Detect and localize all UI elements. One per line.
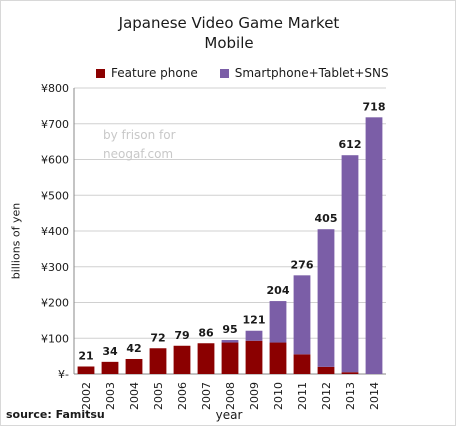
data-label: 72 (150, 331, 165, 344)
data-label: 21 (78, 349, 93, 362)
legend-item-smartphone: Smartphone+Tablet+SNS (219, 66, 389, 80)
chart-subtitle: Mobile (204, 34, 254, 52)
x-tick-label: 2007 (200, 382, 213, 410)
bar-smartphone (221, 340, 239, 343)
watermark-line: neogaf.com (103, 147, 173, 161)
legend-label-feature-phone: Feature phone (111, 66, 198, 80)
x-tick-label: 2013 (344, 382, 357, 410)
x-tick-label: 2010 (272, 382, 285, 410)
y-tick-label: ¥500 (41, 189, 69, 202)
bar-feature-phone (101, 361, 119, 374)
data-label: 42 (126, 342, 141, 355)
data-label: 718 (363, 100, 386, 113)
x-tick-label: 2009 (248, 382, 261, 410)
bar-feature-phone (221, 342, 239, 374)
y-tick-label: ¥400 (41, 225, 69, 238)
bar-smartphone (341, 155, 359, 373)
y-tick-label: ¥100 (41, 332, 69, 345)
legend-swatch-smartphone (219, 68, 229, 78)
source-note: source: Famitsu (6, 408, 105, 421)
bar-feature-phone (77, 366, 95, 374)
bar-smartphone (365, 117, 383, 374)
data-label: 79 (174, 329, 189, 342)
legend-item-feature-phone: Feature phone (96, 66, 198, 80)
bar-feature-phone (341, 372, 359, 374)
bar-feature-phone (245, 340, 263, 374)
legend: Feature phone Smartphone+Tablet+SNS (96, 66, 389, 80)
data-label: 204 (267, 284, 290, 297)
bar-feature-phone (197, 343, 215, 374)
bar-smartphone (293, 275, 311, 355)
bar-feature-phone (173, 345, 191, 374)
y-tick-label: ¥700 (41, 118, 69, 131)
bar-feature-phone (125, 358, 143, 374)
x-tick-label: 2011 (296, 382, 309, 410)
y-tick-label: ¥200 (41, 297, 69, 310)
data-label: 276 (291, 258, 314, 271)
data-label: 95 (222, 323, 237, 336)
y-tick-label: ¥- (58, 368, 69, 381)
bar-feature-phone (269, 342, 287, 374)
data-label: 612 (339, 138, 362, 151)
chart-title: Japanese Video Game Market (118, 14, 340, 32)
x-tick-label: 2005 (152, 382, 165, 410)
legend-label-smartphone: Smartphone+Tablet+SNS (234, 66, 389, 80)
data-label: 86 (198, 326, 214, 339)
bar-feature-phone (317, 366, 335, 374)
x-tick-label: 2003 (104, 382, 117, 410)
y-tick-label: ¥600 (41, 154, 69, 167)
y-tick-label: ¥800 (41, 82, 69, 95)
bar-smartphone (269, 301, 287, 343)
x-tick-label: 2004 (128, 382, 141, 410)
y-tick-label: ¥300 (41, 261, 69, 274)
bar-feature-phone (149, 348, 167, 374)
bar-smartphone (245, 330, 263, 341)
bar-feature-phone (293, 354, 311, 374)
legend-swatch-feature-phone (96, 68, 105, 78)
x-tick-label: 2014 (368, 382, 381, 410)
x-axis-label: year (215, 408, 243, 422)
data-label: 405 (315, 212, 338, 225)
bar-smartphone (317, 229, 335, 367)
x-tick-label: 2006 (176, 382, 189, 410)
x-tick-label: 2002 (80, 382, 93, 410)
x-tick-label: 2012 (320, 382, 333, 410)
data-label: 121 (243, 314, 266, 327)
x-tick-label: 2008 (224, 382, 237, 410)
data-label: 34 (102, 345, 118, 358)
watermark-line: by frison for (103, 128, 176, 142)
